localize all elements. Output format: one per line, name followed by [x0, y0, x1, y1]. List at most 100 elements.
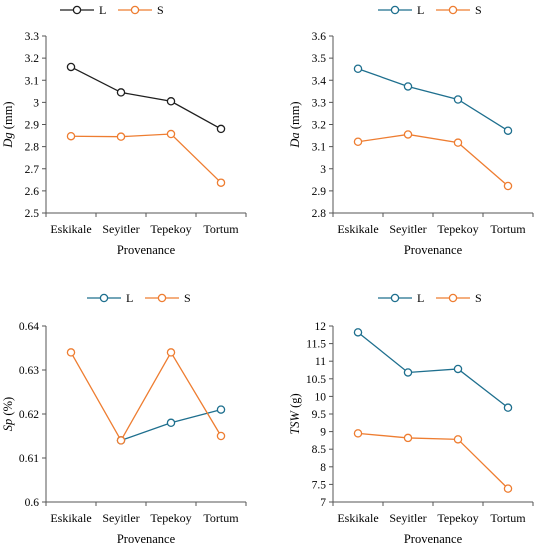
x-tick-label: Tepekoy: [150, 511, 191, 525]
legend-label: L: [417, 291, 424, 305]
series-line: [357, 432, 509, 490]
y-tick-label: 2.9: [312, 186, 327, 198]
legend-marker: [448, 5, 458, 15]
x-tick-label: Tortum: [490, 511, 526, 525]
data-point: [453, 95, 463, 104]
data-point: [403, 368, 413, 377]
data-point: [66, 131, 76, 141]
data-point: [166, 129, 176, 139]
data-point: [116, 88, 126, 97]
x-axis-title: Provenance: [404, 243, 463, 257]
x-tick-label: Tepekoy: [437, 511, 478, 525]
data-point: [353, 137, 363, 147]
x-axis-title: Provenance: [117, 243, 176, 257]
y-tick-label: 3.6: [312, 31, 327, 43]
y-axis-title: Dg (mm): [1, 101, 15, 148]
series-line: [70, 66, 222, 130]
y-tick-label: 11.5: [306, 339, 326, 351]
y-tick-label: 3.5: [312, 53, 327, 65]
y-tick-label: 3.2: [312, 120, 327, 132]
series-S: [353, 429, 513, 493]
legend-label: L: [417, 3, 424, 17]
y-tick-label: 3.4: [312, 75, 327, 87]
y-tick-label: 3.3: [312, 97, 327, 109]
data-point: [66, 348, 76, 357]
data-point: [453, 364, 463, 374]
y-tick-label: 8.5: [312, 444, 327, 456]
data-point: [116, 132, 126, 141]
data-point: [453, 138, 463, 147]
y-tick-label: 3.1: [312, 142, 327, 154]
data-point: [503, 126, 513, 135]
x-tick-label: Eskikale: [50, 222, 91, 236]
y-axis-title-unit: (g): [288, 393, 302, 411]
x-tick-label: Seyitler: [389, 511, 426, 525]
y-axis-title-main: Sp: [1, 419, 15, 432]
data-point: [353, 328, 363, 337]
legend-marker: [157, 293, 167, 303]
series-line: [357, 68, 509, 132]
y-tick-label: 2.6: [25, 186, 40, 198]
series-L: [353, 328, 513, 412]
series-line: [70, 133, 222, 184]
y-axis-title: Da (mm): [288, 101, 302, 148]
x-tick-label: Tepekoy: [150, 222, 191, 236]
x-axis-title: Provenance: [404, 532, 463, 546]
y-tick-label: 10: [315, 391, 327, 403]
y-tick-label: 2.9: [25, 120, 40, 132]
y-tick-label: 3.3: [25, 31, 40, 43]
legend-marker: [390, 293, 400, 303]
data-point: [503, 484, 513, 493]
y-tick-label: 3: [33, 97, 39, 109]
y-tick-label: 2.8: [312, 208, 327, 220]
x-tick-label: Tepekoy: [437, 222, 478, 236]
y-tick-label: 0.62: [19, 409, 39, 421]
x-axis-title: Provenance: [117, 532, 176, 546]
series-L: [116, 405, 226, 445]
chart-tsw: 7 7.5 8 8.5 9 9.5 10 10.5 11 11.5 12 Eskikale Seyitl…: [288, 291, 534, 546]
y-tick-label: 2.8: [25, 142, 40, 154]
legend-label: S: [184, 291, 191, 305]
series-line: [357, 133, 509, 187]
data-point: [353, 429, 363, 438]
data-point: [166, 418, 176, 428]
legend-marker: [130, 5, 140, 15]
legend-label: S: [157, 3, 164, 17]
y-axis-title-main: TSW: [288, 409, 302, 434]
y-axis-title-main: Da: [288, 132, 302, 148]
legend-label: S: [475, 3, 482, 17]
legend-marker: [390, 5, 400, 15]
y-tick-label: 0.6: [25, 497, 40, 509]
data-point: [403, 130, 413, 139]
series-L: [66, 62, 226, 134]
data-point: [216, 124, 226, 134]
y-axis-title-unit: (mm): [1, 101, 15, 132]
y-tick-label: 11: [315, 356, 326, 368]
legend-marker: [72, 5, 82, 15]
legend-label: L: [99, 3, 106, 17]
x-tick-label: Eskikale: [50, 511, 91, 525]
y-axis-title-unit: (%): [1, 397, 15, 419]
y-tick-label: 7: [320, 497, 326, 509]
data-point: [353, 64, 363, 73]
data-point: [216, 405, 226, 414]
legend-label: S: [475, 291, 482, 305]
series-L: [353, 64, 513, 135]
data-point: [66, 62, 76, 72]
data-point: [453, 435, 463, 444]
series-line: [70, 351, 222, 442]
y-tick-label: 2.7: [25, 164, 40, 176]
x-tick-label: Seyitler: [102, 222, 139, 236]
x-tick-label: Tortum: [490, 222, 526, 236]
y-axis-title: TSW (g): [288, 393, 302, 434]
chart-sp: 0.6 0.61 0.62 0.63 0.64 Eskikale Seyitler Tepek…: [1, 291, 247, 546]
y-tick-label: 3: [320, 164, 326, 176]
y-tick-label: 9.5: [312, 409, 327, 421]
series-line: [357, 331, 509, 409]
data-point: [166, 348, 176, 357]
series-S: [66, 129, 226, 187]
